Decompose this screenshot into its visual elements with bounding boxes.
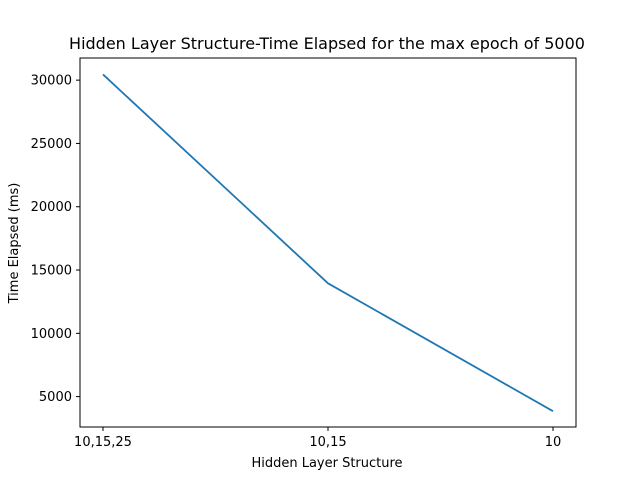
plot-area-frame [79,57,577,428]
y-tick-label: 30000 [31,74,72,89]
y-tick-label: 15000 [31,264,72,279]
y-axis: 5000 10000 15000 20000 25000 30000 [31,74,80,405]
y-axis-label: Time Elapsed (ms) [7,183,22,305]
x-tick-label: 10 [545,435,562,450]
chart-title: Hidden Layer Structure-Time Elapsed for … [69,34,585,53]
series-group [102,73,554,412]
series-line [102,73,554,412]
x-tick-label: 10,15,25 [74,435,132,450]
y-tick-label: 5000 [39,390,72,405]
x-tick-label: 10,15 [309,435,346,450]
y-tick-label: 25000 [31,137,72,152]
y-tick-label: 10000 [31,327,72,342]
x-axis-label: Hidden Layer Structure [251,456,402,471]
x-axis: 10,15,25 10,15 10 [74,427,561,450]
y-tick-label: 20000 [31,200,72,215]
